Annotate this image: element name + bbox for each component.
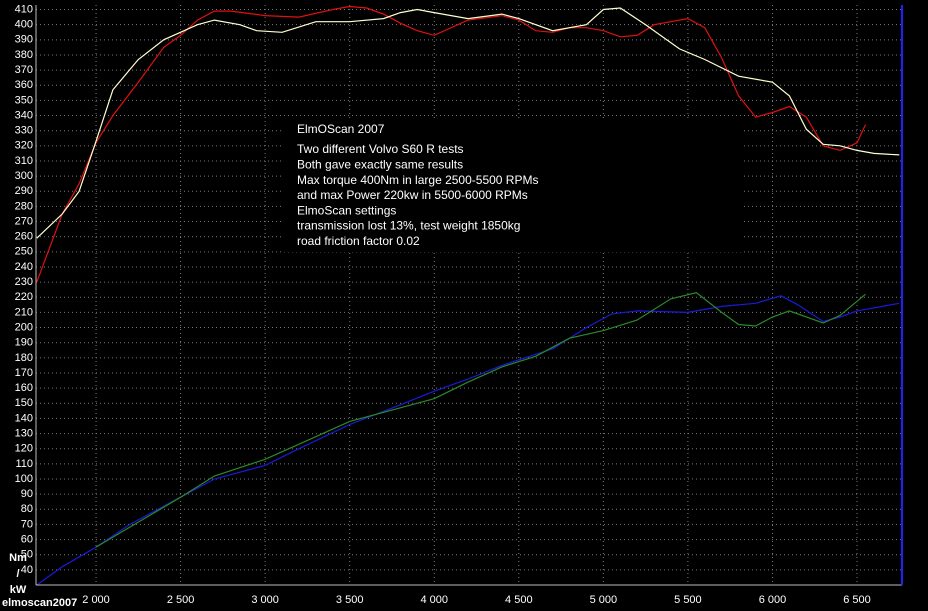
- line: [36, 7, 900, 239]
- y-tick-label: 220: [15, 291, 33, 303]
- y-tick-label: 70: [21, 518, 33, 530]
- y-tick-label: 350: [15, 94, 33, 106]
- x-tick-label: 6 000: [759, 594, 787, 606]
- y-tick-label: 290: [15, 185, 33, 197]
- y-tick-label: 300: [15, 170, 33, 182]
- y-tick-label: 50: [21, 549, 33, 561]
- plot-lines: [36, 5, 900, 586]
- y-tick-label: 280: [15, 200, 33, 212]
- line: [36, 5, 867, 283]
- y-label: /: [16, 568, 19, 580]
- y-tick-label: 310: [15, 155, 33, 167]
- annotation-box: [282, 118, 742, 252]
- y-tick-label: 230: [15, 276, 33, 288]
- y-label: kW: [10, 584, 27, 596]
- x-tick-label: 3 000: [251, 594, 279, 606]
- y-tick-label: 380: [15, 49, 33, 61]
- annotation-line: transmission lost 13%, test weight 1850k…: [297, 219, 520, 233]
- y-tick-label: 120: [15, 443, 33, 455]
- annotation-line: Max torque 400Nm in large 2500-5500 RPMs: [297, 173, 538, 187]
- y-tick-label: 140: [15, 412, 33, 424]
- y-tick-label: 210: [15, 306, 33, 318]
- y-tick-label: 180: [15, 352, 33, 364]
- y-tick-label: 200: [15, 321, 33, 333]
- annotation-title: ElmOScan 2007: [297, 122, 385, 136]
- y-tick-label: 100: [15, 473, 33, 485]
- x-tick-label: 4 000: [420, 594, 448, 606]
- y-label: Nm: [9, 552, 27, 564]
- y-tick-label: 250: [15, 246, 33, 258]
- y-tick-label: 90: [21, 488, 33, 500]
- y-tick-label: 150: [15, 397, 33, 409]
- y-tick-label: 270: [15, 215, 33, 227]
- y-tick-label: 410: [15, 3, 33, 15]
- y-tick-label: 160: [15, 382, 33, 394]
- tick-labels: 40 50 60 70 80 90 100 110 120 130 140 150 160 170 180 1…: [15, 3, 871, 605]
- x-tick-label: 4 500: [505, 594, 533, 606]
- x-tick-label: 5 000: [590, 594, 618, 606]
- footer: elmoscan2007: [2, 597, 77, 609]
- y-tick-label: 260: [15, 231, 33, 243]
- y-tick-label: 400: [15, 19, 33, 31]
- annotation-line: ElmoScan settings: [297, 203, 396, 217]
- y-tick-label: 390: [15, 34, 33, 46]
- y-tick-label: 360: [15, 79, 33, 91]
- line: [95, 292, 866, 548]
- y-tick-label: 190: [15, 337, 33, 349]
- annotation-line: road friction factor 0.02: [297, 234, 420, 248]
- y-tick-label: 240: [15, 261, 33, 273]
- y-tick-label: 130: [15, 427, 33, 439]
- y-tick-label: 60: [21, 533, 33, 545]
- annotation-line: and max Power 220kw in 5500-6000 RPMs: [297, 188, 528, 202]
- x-tick-label: 5 500: [674, 594, 702, 606]
- y-tick-label: 40: [21, 564, 33, 576]
- y-tick-label: 110: [15, 458, 33, 470]
- y-tick-label: 340: [15, 109, 33, 121]
- x-tick-label: 2 500: [167, 594, 195, 606]
- y-tick-label: 170: [15, 367, 33, 379]
- y-tick-label: 320: [15, 140, 33, 152]
- y-tick-label: 370: [15, 64, 33, 76]
- x-tick-label: 3 500: [336, 594, 364, 606]
- y-tick-label: 330: [15, 125, 33, 137]
- y-tick-label: 80: [21, 503, 33, 515]
- x-tick-label: 2 000: [82, 594, 110, 606]
- annotation-line: Two different Volvo S60 R tests: [297, 142, 464, 156]
- annotation-line: Both gave exactly same results: [297, 157, 463, 171]
- x-tick-label: 6 500: [843, 594, 871, 606]
